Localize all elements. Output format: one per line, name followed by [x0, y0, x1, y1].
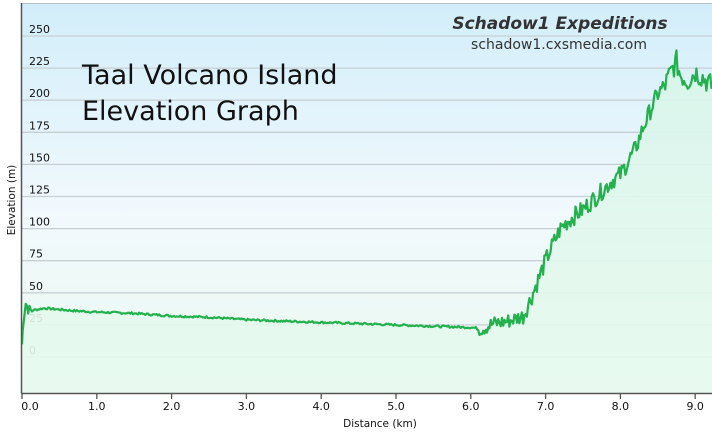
- x-tick-label: 4.0: [312, 400, 330, 413]
- brand-url: schadow1.cxsmedia.com: [471, 37, 647, 53]
- y-axis-label: Elevation (m): [6, 165, 18, 236]
- x-tick-label: 5.0: [387, 400, 405, 413]
- y-tick-label: 200: [29, 87, 50, 100]
- y-tick-label: 150: [29, 151, 50, 164]
- y-tick-label: 75: [29, 248, 43, 261]
- x-tick-label: 9.0: [686, 400, 704, 413]
- x-tick-label: 3.0: [238, 400, 256, 413]
- chart-title-line-2: Elevation Graph: [82, 96, 299, 127]
- elevation-area: [22, 50, 712, 393]
- x-tick-label: 1.0: [88, 400, 106, 413]
- y-tick-label: 250: [29, 23, 50, 36]
- elevation-line: [20, 49, 712, 345]
- x-axis-label: Distance (km): [343, 418, 417, 430]
- x-tick-label: 0.0: [21, 400, 39, 413]
- y-tick-label: 125: [29, 184, 50, 197]
- y-tick-label: 100: [29, 216, 50, 229]
- x-axis-ticks: 0.0 1.0 2.0 3.0 4.0 5.0 6.0 7.0 8.0 9.0: [21, 393, 704, 413]
- y-tick-label: 225: [29, 55, 50, 68]
- x-tick-label: 2.0: [163, 400, 181, 413]
- brand-name: Schadow1 Expeditions: [452, 14, 667, 34]
- x-tick-label: 7.0: [537, 400, 555, 413]
- x-tick-label: 8.0: [612, 400, 630, 413]
- y-tick-label: 50: [29, 280, 43, 293]
- chart-title-line-1: Taal Volcano Island: [81, 60, 338, 91]
- x-tick-label: 6.0: [462, 400, 480, 413]
- y-tick-label: 175: [29, 119, 50, 132]
